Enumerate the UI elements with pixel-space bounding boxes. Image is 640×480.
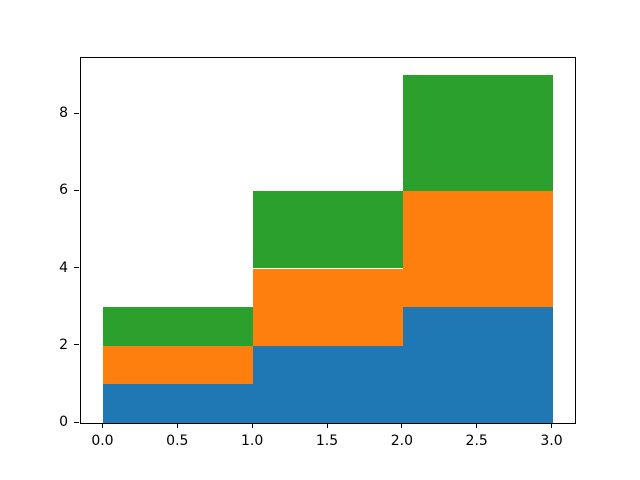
x-tick-label: 1.0 (241, 433, 264, 449)
x-tick-mark (326, 423, 328, 428)
y-tick-mark (74, 421, 79, 423)
area-blue-series-bin-0 (103, 384, 254, 423)
x-tick-mark (101, 423, 103, 428)
x-tick-mark (476, 423, 478, 428)
x-tick-mark (176, 423, 178, 428)
area-green-series-bin-0 (103, 307, 254, 346)
area-orange-series-bin-2 (402, 191, 553, 308)
x-tick-mark (551, 423, 553, 428)
x-tick-label: 2.0 (390, 433, 413, 449)
x-tick-mark (401, 423, 403, 428)
area-green-series-bin-1 (253, 191, 403, 269)
plot-area (80, 57, 576, 424)
x-tick-label: 0.0 (91, 433, 114, 449)
x-tick-label: 0.5 (166, 433, 189, 449)
y-tick-label: 4 (59, 259, 68, 276)
y-tick-mark (74, 112, 79, 114)
y-tick-label: 2 (59, 336, 68, 353)
x-tick-label: 1.5 (315, 433, 339, 449)
x-tick-label: 2.5 (465, 433, 488, 449)
area-orange-series-bin-1 (253, 268, 403, 346)
area-blue-series-bin-1 (253, 345, 403, 423)
y-tick-label: 0 (59, 414, 68, 430)
y-tick-mark (74, 267, 79, 268)
y-tick-label: 8 (59, 105, 68, 121)
y-tick-mark (74, 189, 79, 191)
y-tick-mark (74, 344, 79, 346)
area-green-series-bin-2 (402, 75, 553, 192)
x-tick-mark (251, 423, 253, 428)
y-tick-label: 6 (59, 182, 68, 199)
area-orange-series-bin-0 (103, 345, 254, 385)
x-tick-label: 3.0 (540, 433, 563, 449)
area-blue-series-bin-2 (402, 307, 553, 423)
